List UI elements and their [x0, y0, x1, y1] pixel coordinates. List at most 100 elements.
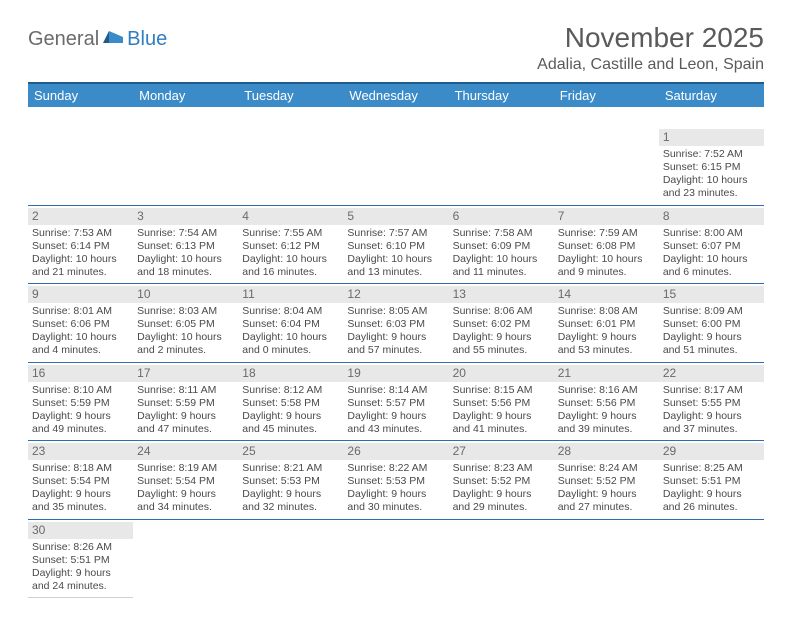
daylight-text: Daylight: 10 hours	[32, 253, 129, 266]
daylight-text: Daylight: 10 hours	[137, 253, 234, 266]
sunset-text: Sunset: 6:08 PM	[558, 240, 655, 253]
sunset-text: Sunset: 6:07 PM	[663, 240, 760, 253]
sunrise-text: Sunrise: 8:14 AM	[347, 384, 444, 397]
calendar-cell: 18Sunrise: 8:12 AMSunset: 5:58 PMDayligh…	[238, 362, 343, 441]
sunrise-text: Sunrise: 8:03 AM	[137, 305, 234, 318]
daylight-text: and 13 minutes.	[347, 266, 444, 279]
sunrise-text: Sunrise: 8:26 AM	[32, 541, 129, 554]
day-number: 26	[343, 443, 448, 460]
daylight-text: and 55 minutes.	[453, 344, 550, 357]
sunset-text: Sunset: 6:09 PM	[453, 240, 550, 253]
logo-text-blue: Blue	[127, 28, 167, 51]
logo: General Blue	[28, 28, 167, 51]
calendar-table: Sunday Monday Tuesday Wednesday Thursday…	[28, 82, 764, 598]
calendar-cell	[343, 519, 448, 598]
sunset-text: Sunset: 6:12 PM	[242, 240, 339, 253]
col-thursday: Thursday	[449, 83, 554, 107]
calendar-cell: 12Sunrise: 8:05 AMSunset: 6:03 PMDayligh…	[343, 284, 448, 363]
calendar-week: 1Sunrise: 7:52 AMSunset: 6:15 PMDaylight…	[28, 127, 764, 205]
sunrise-text: Sunrise: 7:54 AM	[137, 227, 234, 240]
day-number: 20	[449, 365, 554, 382]
calendar-cell: 7Sunrise: 7:59 AMSunset: 6:08 PMDaylight…	[554, 205, 659, 284]
col-friday: Friday	[554, 83, 659, 107]
daylight-text: Daylight: 9 hours	[347, 488, 444, 501]
daylight-text: and 27 minutes.	[558, 501, 655, 514]
calendar-cell	[554, 519, 659, 598]
daylight-text: Daylight: 9 hours	[32, 488, 129, 501]
sunrise-text: Sunrise: 7:53 AM	[32, 227, 129, 240]
sunset-text: Sunset: 6:05 PM	[137, 318, 234, 331]
daylight-text: and 6 minutes.	[663, 266, 760, 279]
calendar-cell: 16Sunrise: 8:10 AMSunset: 5:59 PMDayligh…	[28, 362, 133, 441]
calendar-cell: 15Sunrise: 8:09 AMSunset: 6:00 PMDayligh…	[659, 284, 764, 363]
sunrise-text: Sunrise: 8:25 AM	[663, 462, 760, 475]
day-number: 19	[343, 365, 448, 382]
calendar-cell: 6Sunrise: 7:58 AMSunset: 6:09 PMDaylight…	[449, 205, 554, 284]
daylight-text: Daylight: 9 hours	[347, 410, 444, 423]
day-number: 6	[449, 208, 554, 225]
calendar-cell	[659, 519, 764, 598]
sunset-text: Sunset: 6:14 PM	[32, 240, 129, 253]
calendar-cell: 29Sunrise: 8:25 AMSunset: 5:51 PMDayligh…	[659, 441, 764, 520]
daylight-text: and 21 minutes.	[32, 266, 129, 279]
daylight-text: and 57 minutes.	[347, 344, 444, 357]
sunrise-text: Sunrise: 8:18 AM	[32, 462, 129, 475]
sunset-text: Sunset: 5:56 PM	[453, 397, 550, 410]
daylight-text: Daylight: 10 hours	[32, 331, 129, 344]
calendar-cell: 20 Sunrise: 8:15 AMSunset: 5:56 PMDayligh…	[449, 362, 554, 441]
day-number: 21	[554, 365, 659, 382]
location: Adalia, Castille and Leon, Spain	[537, 56, 764, 74]
weekday-header-row: Sunday Monday Tuesday Wednesday Thursday…	[28, 83, 764, 107]
sunset-text: Sunset: 5:59 PM	[32, 397, 129, 410]
calendar-cell	[449, 127, 554, 205]
day-number: 8	[659, 208, 764, 225]
daylight-text: and 18 minutes.	[137, 266, 234, 279]
daylight-text: Daylight: 9 hours	[242, 488, 339, 501]
calendar-cell: 22Sunrise: 8:17 AMSunset: 5:55 PMDayligh…	[659, 362, 764, 441]
calendar-cell: 1Sunrise: 7:52 AMSunset: 6:15 PMDaylight…	[659, 127, 764, 205]
sunrise-text: Sunrise: 8:21 AM	[242, 462, 339, 475]
daylight-text: Daylight: 9 hours	[453, 488, 550, 501]
sunset-text: Sunset: 6:01 PM	[558, 318, 655, 331]
daylight-text: Daylight: 9 hours	[453, 410, 550, 423]
daylight-text: Daylight: 9 hours	[558, 410, 655, 423]
daylight-text: and 49 minutes.	[32, 423, 129, 436]
sunrise-text: Sunrise: 8:23 AM	[453, 462, 550, 475]
sunrise-text: Sunrise: 7:59 AM	[558, 227, 655, 240]
daylight-text: and 29 minutes.	[453, 501, 550, 514]
calendar-cell: 21 Sunrise: 8:16 AMSunset: 5:56 PMDayligh…	[554, 362, 659, 441]
sunrise-text: Sunrise: 8:06 AM	[453, 305, 550, 318]
daylight-text: Daylight: 9 hours	[663, 331, 760, 344]
daylight-text: Daylight: 9 hours	[32, 567, 129, 580]
day-number: 16	[28, 365, 133, 382]
daylight-text: Daylight: 10 hours	[137, 331, 234, 344]
day-number: 3	[133, 208, 238, 225]
sunrise-text: Sunrise: 8:15 AM	[453, 384, 550, 397]
daylight-text: Daylight: 10 hours	[242, 253, 339, 266]
sunset-text: Sunset: 5:53 PM	[347, 475, 444, 488]
sunset-text: Sunset: 5:52 PM	[558, 475, 655, 488]
daylight-text: and 16 minutes.	[242, 266, 339, 279]
calendar-cell: 28Sunrise: 8:24 AMSunset: 5:52 PMDayligh…	[554, 441, 659, 520]
daylight-text: and 47 minutes.	[137, 423, 234, 436]
col-monday: Monday	[133, 83, 238, 107]
sunrise-text: Sunrise: 8:22 AM	[347, 462, 444, 475]
sunset-text: Sunset: 5:55 PM	[663, 397, 760, 410]
daylight-text: Daylight: 10 hours	[663, 253, 760, 266]
daylight-text: and 23 minutes.	[663, 187, 760, 200]
daylight-text: Daylight: 9 hours	[347, 331, 444, 344]
calendar-cell	[238, 127, 343, 205]
sunrise-text: Sunrise: 7:57 AM	[347, 227, 444, 240]
calendar-cell: 9Sunrise: 8:01 AMSunset: 6:06 PMDaylight…	[28, 284, 133, 363]
sunrise-text: Sunrise: 8:24 AM	[558, 462, 655, 475]
sunset-text: Sunset: 5:56 PM	[558, 397, 655, 410]
sunset-text: Sunset: 6:15 PM	[663, 161, 760, 174]
day-number: 18	[238, 365, 343, 382]
daylight-text: Daylight: 9 hours	[32, 410, 129, 423]
calendar-cell: 19Sunrise: 8:14 AMSunset: 5:57 PMDayligh…	[343, 362, 448, 441]
sunrise-text: Sunrise: 8:04 AM	[242, 305, 339, 318]
daylight-text: and 37 minutes.	[663, 423, 760, 436]
day-number: 17	[133, 365, 238, 382]
sunrise-text: Sunrise: 8:16 AM	[558, 384, 655, 397]
day-number: 28	[554, 443, 659, 460]
